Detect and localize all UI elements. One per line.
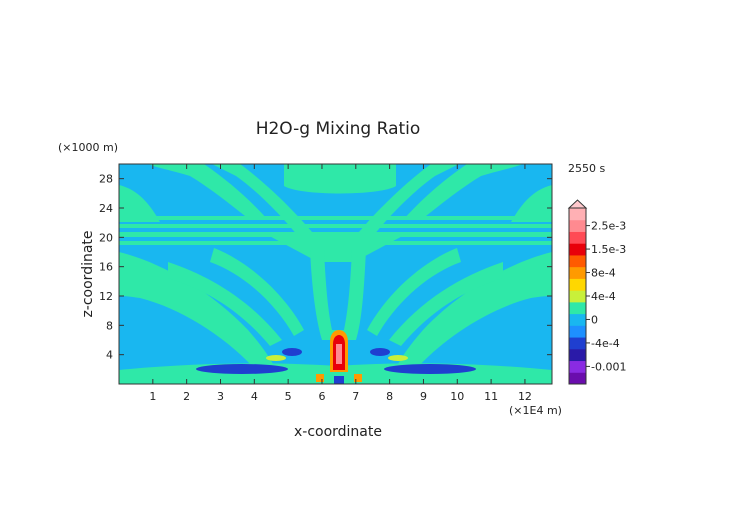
colorbar-top-arrow	[567, 199, 588, 209]
x-axis-title: x-coordinate	[294, 424, 382, 440]
colorbar-label: 0	[591, 313, 598, 326]
colorbar-label: -4e-4	[591, 337, 620, 350]
contour-neg-right-small	[370, 348, 390, 356]
contour-band-1	[119, 216, 552, 220]
negative-contours	[196, 348, 476, 374]
contour-left-upper-b	[148, 164, 268, 220]
x-tick-label: 1	[149, 390, 156, 403]
colorbar-label: -0.001	[591, 360, 626, 373]
contour-band-2	[119, 224, 552, 228]
contour-surface-hot-b	[354, 374, 362, 382]
colorbar-swatch	[569, 325, 586, 338]
colorbar-swatch	[569, 372, 586, 385]
x-tick-label: 9	[420, 390, 427, 403]
x-tick-label: 5	[285, 390, 292, 403]
colorbar-swatch	[569, 290, 586, 303]
contour-central-wedge	[262, 232, 410, 262]
contour-right-lobe	[397, 252, 552, 366]
core-contours	[266, 330, 408, 384]
y-axis: 4 8 12 16 20 24 28	[99, 173, 552, 362]
contour-central-chimney	[310, 250, 366, 340]
x-tick-label: 8	[386, 390, 393, 403]
colorbar-label: 4e-4	[591, 290, 616, 303]
y-tick-label: 24	[99, 202, 113, 215]
colorbar-swatch	[569, 219, 586, 232]
contour-surface-cold	[334, 376, 344, 384]
x-tick-label: 7	[352, 390, 359, 403]
contour-right-upper-a	[511, 185, 552, 222]
contour-warm-left	[266, 355, 286, 361]
colorbar-label: 1.5e-3	[591, 243, 626, 256]
contour-neg-left	[196, 364, 288, 374]
y-tick-label: 12	[99, 290, 113, 303]
contour-left-diag-a	[168, 262, 282, 346]
x-tick-label: 6	[318, 390, 325, 403]
time-label: 2550 s	[568, 162, 605, 175]
colorbar-label: 8e-4	[591, 267, 616, 280]
y-tick-label: 20	[99, 231, 113, 244]
colorbar-swatch	[569, 337, 586, 350]
contour-warm-right	[388, 355, 408, 361]
y-tick-label: 16	[99, 261, 113, 274]
contour-left-upper-a	[119, 185, 160, 222]
x-tick-label: 10	[450, 390, 464, 403]
y-unit-label: (×1000 m)	[58, 141, 118, 154]
contour-right-diag-a	[389, 262, 503, 346]
x-tick-label: 3	[217, 390, 224, 403]
contour-right-diag-b	[367, 248, 461, 336]
colorbar: 2.5e-3 1.5e-3 8e-4 4e-4 0 -4e-4 -0.001	[567, 199, 626, 385]
y-tick-label: 8	[106, 319, 113, 332]
x-axis: 1 2 3 4 5 6 7 8 9 10 11 12	[149, 164, 532, 403]
contour-surface-hot-a	[316, 374, 324, 382]
colorbar-swatch	[569, 313, 586, 326]
colorbar-swatch	[569, 243, 586, 256]
colorbar-swatch	[569, 208, 586, 221]
colorbar-swatch	[569, 254, 586, 268]
colorbar-swatch	[569, 231, 586, 244]
colorbar-swatch	[569, 278, 586, 291]
contour-left-lobe	[119, 252, 274, 366]
contour-left-diag-b	[210, 248, 304, 336]
colorbar-swatch	[569, 348, 586, 362]
contour-core-center	[336, 344, 342, 364]
contour-neg-left-small	[282, 348, 302, 356]
contour-right-upper-b	[403, 164, 523, 220]
colorbar-swatch	[569, 360, 586, 373]
y-tick-label: 28	[99, 173, 113, 186]
colorbar-swatch	[569, 301, 586, 315]
plot-area	[119, 164, 552, 384]
plot-frame	[118, 163, 553, 385]
contour-top-dome	[284, 164, 396, 194]
chart-title: H2O-g Mixing Ratio	[256, 119, 421, 139]
x-tick-label: 2	[183, 390, 190, 403]
x-tick-label: 11	[484, 390, 498, 403]
y-axis-title: z-coordinate	[80, 230, 96, 317]
y-tick-label: 4	[106, 349, 113, 362]
x-tick-label: 4	[251, 390, 258, 403]
x-tick-label: 12	[518, 390, 532, 403]
colorbar-swatch	[569, 266, 586, 279]
x-unit-label: (×1E4 m)	[509, 404, 562, 417]
contour-neg-right	[384, 364, 476, 374]
colorbar-label: 2.5e-3	[591, 220, 626, 233]
